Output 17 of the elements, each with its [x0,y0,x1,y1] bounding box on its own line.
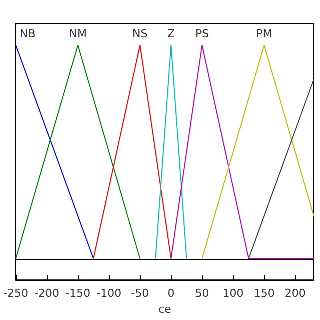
series-label: PM [256,27,272,40]
series-label: NM [69,27,87,40]
x-tick-label: 200 [284,287,306,300]
x-tick-label: 0 [168,287,175,300]
series-label: NS [132,27,148,40]
x-tick-label: -250 [4,287,28,300]
x-tick-label: 100 [222,287,244,300]
series-label: PS [195,27,210,40]
x-tick-label: -200 [34,287,60,300]
x-tick-label: -100 [96,287,122,300]
series-label: Z [167,27,176,40]
series-label: NB [20,27,36,40]
x-tick-label: -50 [131,287,150,300]
x-tick-label: 150 [254,287,275,300]
x-tick-label: 50 [195,287,210,300]
x-tick-label: -150 [66,287,91,300]
x-axis-title: ce [158,303,172,316]
